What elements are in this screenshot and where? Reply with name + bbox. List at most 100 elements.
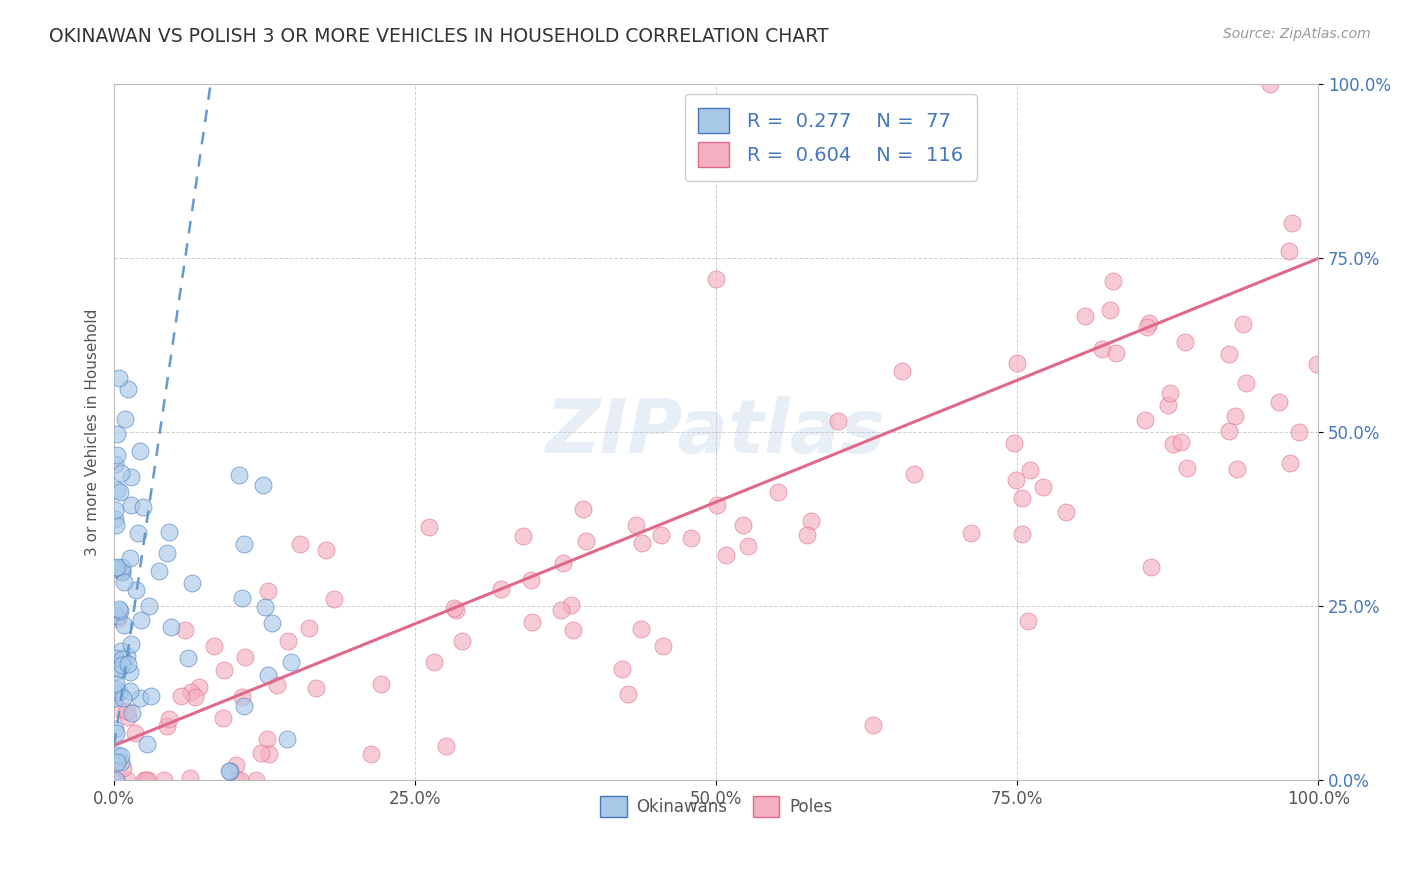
Point: [960, 525, 983, 540]
Point: [1102, 274, 1125, 288]
Point: [254, 600, 277, 615]
Point: [108, 371, 131, 385]
Point: [1018, 463, 1040, 477]
Point: [127, 525, 149, 540]
Point: [1268, 394, 1291, 409]
Point: [491, 582, 513, 597]
Point: [105, 426, 128, 441]
Point: [560, 598, 582, 612]
Point: [1011, 491, 1033, 505]
Point: [1258, 78, 1281, 92]
Point: [105, 681, 128, 696]
Point: [652, 639, 675, 653]
Point: [1236, 376, 1258, 391]
Y-axis label: 3 or more Vehicles in Household: 3 or more Vehicles in Household: [86, 309, 100, 556]
Point: [132, 500, 155, 514]
Point: [245, 773, 267, 788]
Legend: Okinawans, Poles: Okinawans, Poles: [593, 789, 839, 824]
Point: [706, 498, 728, 512]
Point: [551, 556, 574, 570]
Point: [370, 677, 392, 691]
Point: [714, 548, 737, 562]
Point: [105, 559, 128, 574]
Point: [179, 772, 201, 786]
Point: [225, 773, 247, 788]
Point: [256, 731, 278, 746]
Point: [575, 533, 598, 548]
Point: [107, 602, 129, 616]
Point: [153, 773, 176, 788]
Point: [1054, 505, 1077, 519]
Point: [1288, 425, 1310, 439]
Point: [156, 719, 179, 733]
Point: [111, 658, 134, 673]
Point: [177, 651, 200, 665]
Point: [104, 561, 127, 575]
Point: [550, 603, 572, 617]
Point: [229, 773, 252, 788]
Point: [1002, 436, 1025, 450]
Point: [104, 609, 127, 624]
Point: [297, 621, 319, 635]
Point: [233, 537, 256, 551]
Point: [117, 382, 139, 396]
Point: [114, 412, 136, 426]
Point: [446, 603, 468, 617]
Point: [111, 564, 134, 578]
Point: [135, 773, 157, 788]
Point: [104, 650, 127, 665]
Point: [157, 713, 180, 727]
Point: [624, 517, 647, 532]
Point: [1090, 342, 1112, 356]
Point: [827, 414, 849, 428]
Point: [110, 755, 132, 769]
Point: [1232, 318, 1254, 332]
Point: [105, 483, 128, 497]
Text: ZIPatlas: ZIPatlas: [547, 396, 886, 469]
Point: [104, 457, 127, 471]
Point: [1137, 316, 1160, 330]
Point: [304, 681, 326, 696]
Point: [737, 539, 759, 553]
Point: [183, 690, 205, 704]
Point: [188, 681, 211, 695]
Point: [257, 584, 280, 599]
Point: [218, 764, 240, 779]
Point: [1218, 347, 1240, 361]
Point: [111, 691, 134, 706]
Point: [111, 560, 134, 574]
Point: [156, 546, 179, 560]
Point: [105, 449, 128, 463]
Point: [148, 564, 170, 578]
Point: [418, 520, 440, 534]
Point: [1175, 461, 1198, 475]
Point: [107, 612, 129, 626]
Point: [107, 684, 129, 698]
Point: [1133, 413, 1156, 427]
Point: [323, 592, 346, 607]
Point: [136, 738, 159, 752]
Point: [443, 601, 465, 615]
Point: [157, 524, 180, 539]
Point: [104, 691, 127, 706]
Point: [800, 514, 823, 528]
Point: [360, 747, 382, 762]
Point: [125, 583, 148, 598]
Point: [512, 529, 534, 543]
Point: [105, 677, 128, 691]
Point: [104, 503, 127, 517]
Point: [111, 761, 134, 775]
Point: [422, 655, 444, 669]
Point: [111, 566, 134, 580]
Point: [262, 616, 284, 631]
Point: [1004, 474, 1026, 488]
Point: [117, 710, 139, 724]
Point: [180, 685, 202, 699]
Point: [1281, 216, 1303, 230]
Point: [136, 773, 159, 788]
Point: [107, 702, 129, 716]
Point: [451, 634, 474, 648]
Point: [610, 662, 633, 676]
Point: [1223, 409, 1246, 423]
Point: [1032, 480, 1054, 494]
